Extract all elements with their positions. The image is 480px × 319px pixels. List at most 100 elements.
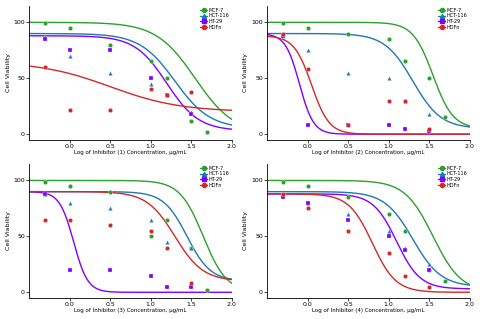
- Point: [147, 234, 155, 239]
- Point: [344, 195, 352, 200]
- Point: [106, 107, 114, 112]
- Point: [41, 37, 49, 42]
- Point: [66, 48, 73, 53]
- Point: [401, 59, 408, 64]
- Point: [66, 217, 73, 222]
- Point: [425, 267, 433, 272]
- Point: [187, 89, 195, 94]
- Point: [187, 245, 195, 250]
- Point: [344, 217, 352, 222]
- Point: [344, 123, 352, 128]
- Point: [163, 93, 171, 98]
- Point: [344, 228, 352, 233]
- Point: [384, 123, 392, 128]
- Point: [147, 81, 155, 86]
- Point: [425, 112, 433, 117]
- Point: [384, 211, 392, 217]
- Point: [304, 67, 312, 72]
- Point: [147, 59, 155, 64]
- Point: [187, 245, 195, 250]
- Point: [304, 200, 312, 205]
- X-axis label: Log of Inhibitor (2) Concentration, µg/mL: Log of Inhibitor (2) Concentration, µg/m…: [312, 150, 424, 155]
- Point: [41, 21, 49, 26]
- X-axis label: Log of Inhibitor (4) Concentration, µg/mL: Log of Inhibitor (4) Concentration, µg/m…: [312, 308, 424, 314]
- Point: [425, 76, 433, 81]
- Point: [279, 33, 287, 38]
- Y-axis label: Cell Viability: Cell Viability: [6, 53, 11, 92]
- Point: [163, 76, 171, 81]
- Point: [344, 123, 352, 128]
- Point: [401, 98, 408, 103]
- Point: [147, 273, 155, 278]
- Point: [401, 126, 408, 131]
- Point: [279, 195, 287, 200]
- Point: [304, 200, 312, 205]
- Y-axis label: Cell Viability: Cell Viability: [243, 211, 249, 250]
- Point: [384, 76, 392, 81]
- Point: [384, 251, 392, 256]
- Point: [163, 93, 171, 98]
- X-axis label: Log of Inhibitor (3) Concentration, µg/mL: Log of Inhibitor (3) Concentration, µg/m…: [74, 308, 187, 314]
- Point: [66, 53, 73, 58]
- Point: [66, 107, 73, 112]
- Point: [187, 281, 195, 286]
- Point: [106, 267, 114, 272]
- Point: [187, 284, 195, 289]
- Point: [344, 211, 352, 217]
- Point: [304, 123, 312, 128]
- Legend: MCF-7, HCT-116, HT-29, HDFn: MCF-7, HCT-116, HT-29, HDFn: [200, 165, 230, 188]
- Point: [106, 70, 114, 75]
- Legend: MCF-7, HCT-116, HT-29, HDFn: MCF-7, HCT-116, HT-29, HDFn: [438, 7, 468, 30]
- Point: [279, 21, 287, 26]
- Point: [147, 87, 155, 92]
- Point: [41, 191, 49, 197]
- Point: [384, 98, 392, 103]
- Point: [204, 130, 211, 135]
- Point: [106, 206, 114, 211]
- Point: [204, 287, 211, 293]
- Point: [41, 217, 49, 222]
- Point: [442, 278, 449, 284]
- Point: [147, 228, 155, 233]
- Point: [384, 228, 392, 233]
- Point: [425, 128, 433, 133]
- Point: [41, 191, 49, 197]
- Point: [279, 31, 287, 36]
- Point: [41, 64, 49, 70]
- Point: [425, 267, 433, 272]
- Point: [401, 273, 408, 278]
- Point: [41, 179, 49, 184]
- Point: [187, 112, 195, 117]
- Point: [163, 93, 171, 98]
- Point: [187, 118, 195, 123]
- Point: [66, 26, 73, 31]
- Point: [279, 179, 287, 184]
- Point: [41, 33, 49, 38]
- Point: [304, 183, 312, 189]
- Point: [401, 98, 408, 103]
- Point: [425, 126, 433, 131]
- Y-axis label: Cell Viability: Cell Viability: [6, 211, 11, 250]
- Point: [66, 267, 73, 272]
- Point: [442, 115, 449, 120]
- Point: [384, 234, 392, 239]
- Point: [106, 42, 114, 47]
- Legend: MCF-7, HCT-116, HT-29, HDFn: MCF-7, HCT-116, HT-29, HDFn: [438, 165, 468, 188]
- Point: [344, 70, 352, 75]
- Point: [163, 217, 171, 222]
- Point: [279, 191, 287, 197]
- Point: [401, 247, 408, 252]
- Point: [147, 76, 155, 81]
- Point: [304, 206, 312, 211]
- Point: [66, 200, 73, 205]
- Point: [279, 33, 287, 38]
- Point: [163, 240, 171, 245]
- Point: [425, 262, 433, 267]
- Point: [425, 284, 433, 289]
- Y-axis label: Cell Viability: Cell Viability: [243, 53, 249, 92]
- X-axis label: Log of Inhibitor (1) Concentration, µg/mL: Log of Inhibitor (1) Concentration, µg/m…: [74, 150, 187, 155]
- Point: [344, 31, 352, 36]
- Point: [66, 183, 73, 189]
- Point: [106, 48, 114, 53]
- Legend: MCF-7, HCT-116, HT-29, HDFn: MCF-7, HCT-116, HT-29, HDFn: [200, 7, 230, 30]
